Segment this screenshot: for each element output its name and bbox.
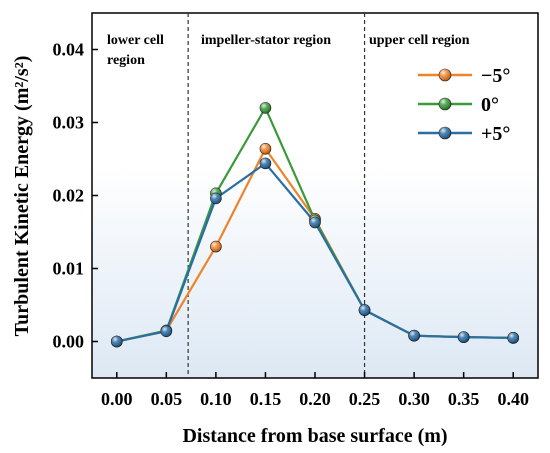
series-0-point-2	[210, 240, 222, 253]
marker-shine	[408, 330, 420, 342]
legend-item-2: +5°	[418, 123, 510, 145]
series-2-point-5	[358, 304, 371, 316]
marker-shine	[160, 325, 172, 337]
x-axis-title: Distance from base surface (m)	[182, 425, 447, 447]
legend-label-1: 0°	[481, 94, 499, 116]
marker-shine	[111, 336, 123, 347]
region-label-impeller: impeller-stator region	[201, 33, 331, 48]
x-tick-label-1: 0.05	[151, 389, 183, 409]
x-tick-label-4: 0.20	[299, 389, 331, 409]
x-tick-label-5: 0.25	[349, 389, 381, 409]
y-tick-label-1: 0.01	[53, 259, 85, 279]
plot-area	[91, 12, 539, 379]
region-label-lower-line2: region	[107, 53, 145, 68]
series-2-point-6	[408, 329, 420, 342]
x-tick-label-8: 0.40	[497, 389, 529, 409]
series-0-point-3	[259, 142, 272, 155]
x-tick-label-6: 0.30	[398, 389, 430, 409]
series-2-point-4	[309, 216, 321, 229]
x-tick-label-0: 0.00	[101, 389, 133, 409]
marker-shine	[259, 143, 271, 155]
axis-ticks: 0.00 0.05 0.10 0.15 0.20 0.25 0.30 0.35 0.40 0.00…	[53, 40, 529, 410]
marker-shine	[210, 241, 222, 253]
x-tick-label-7: 0.35	[448, 389, 480, 409]
y-axis-title: Turbulent Kinetic Energy (m²/s²)	[11, 56, 33, 337]
marker-shine	[458, 331, 470, 343]
series-2-point-7	[457, 331, 470, 343]
marker-shine	[259, 157, 271, 169]
x-tick-label-3: 0.15	[250, 389, 282, 409]
legend-marker-shine	[439, 98, 451, 110]
y-tick-label-4: 0.04	[53, 40, 85, 60]
region-boundaries	[187, 13, 366, 378]
region-label-upper: upper cell region	[369, 33, 470, 48]
series-1-point-3	[259, 102, 272, 114]
legend-label-2: +5°	[481, 123, 510, 145]
marker-shine	[309, 217, 321, 229]
marker-shine	[210, 192, 222, 204]
series-2-point-2	[210, 192, 222, 205]
marker-shine	[359, 304, 371, 316]
y-tick-label-2: 0.02	[53, 186, 85, 206]
marker-shine	[259, 102, 271, 114]
x-tick-label-2: 0.10	[200, 389, 232, 409]
legend-label-0: −5°	[481, 65, 510, 87]
series-2-point-3	[259, 157, 272, 170]
series-2-point-8	[507, 332, 520, 344]
series-2-point-1	[160, 325, 173, 338]
legend-marker-shine	[439, 69, 451, 81]
legend-marker-shine	[439, 127, 451, 139]
legend-item-0: −5°	[418, 65, 510, 87]
series-markers	[110, 102, 520, 348]
y-tick-label-0: 0.00	[53, 332, 85, 352]
series-2-point-0	[110, 335, 123, 348]
region-label-lower-line1: lower cell	[107, 33, 164, 48]
legend-item-1: 0°	[418, 94, 499, 116]
legend: −5° 0° +5°	[418, 65, 510, 145]
y-tick-label-3: 0.03	[53, 113, 85, 133]
marker-shine	[507, 332, 519, 344]
